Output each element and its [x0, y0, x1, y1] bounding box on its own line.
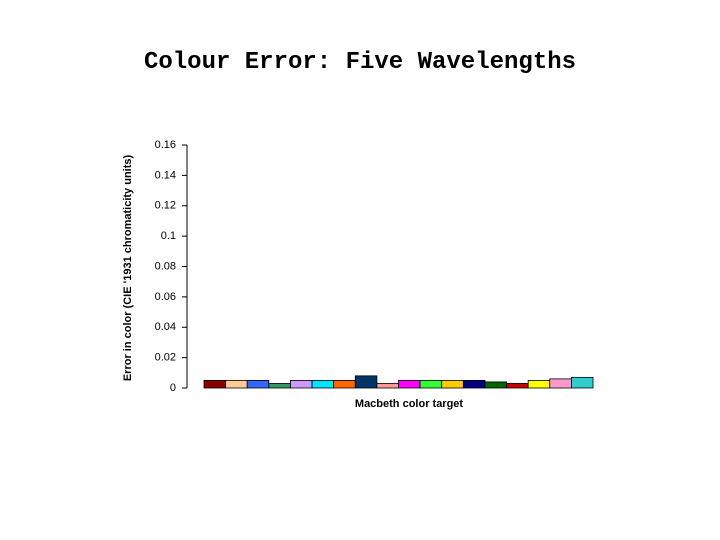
y-tick-label: 0.06 [155, 291, 176, 303]
bar [311, 380, 335, 389]
bar [354, 375, 378, 389]
y-tick-label: 0 [170, 382, 176, 394]
y-tick-label: 0.02 [155, 352, 176, 364]
y-tick-label: 0.14 [155, 169, 176, 181]
bar [527, 380, 551, 389]
x-axis-label: Macbeth color target [355, 398, 464, 410]
y-tick-label: 0.1 [161, 230, 176, 242]
bar [549, 378, 572, 389]
bar [333, 380, 356, 389]
bar [441, 380, 464, 389]
bar [290, 380, 313, 389]
y-tick-label: 0.12 [155, 200, 176, 212]
bar [398, 380, 421, 389]
bar [506, 383, 529, 389]
bar [570, 376, 594, 389]
y-tick-label: 0.16 [155, 139, 176, 151]
chart-title: Colour Error: Five Wavelengths [144, 49, 576, 76]
bar [462, 380, 486, 389]
y-tick-label: 0.08 [155, 260, 176, 272]
bar [225, 380, 248, 389]
y-tick-label: 0.04 [155, 321, 176, 333]
bar [268, 383, 291, 389]
bar [419, 380, 443, 389]
y-axis-label: Error in color (CIE '1931 chromaticity u… [122, 154, 134, 381]
bar [376, 383, 399, 389]
bar [203, 380, 227, 389]
bar [246, 380, 270, 389]
bar [484, 381, 507, 389]
